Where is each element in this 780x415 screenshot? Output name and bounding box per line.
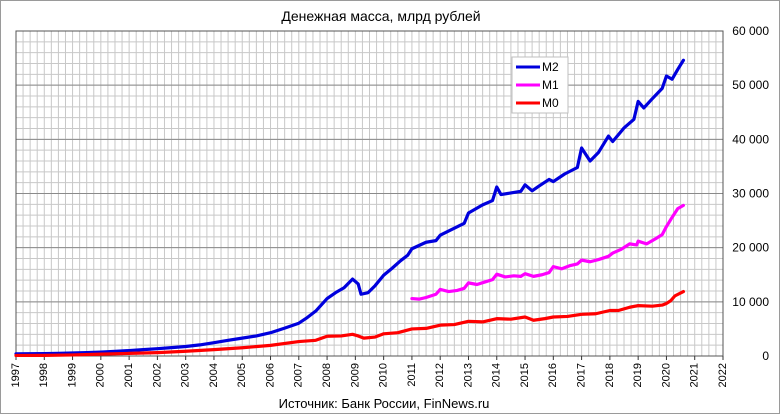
- x-tick-label: 2000: [95, 363, 107, 387]
- legend-label: М0: [542, 96, 559, 110]
- x-tick-label: 2003: [180, 363, 192, 387]
- legend: М2 М1 М0: [511, 56, 569, 114]
- series-line-м1: [410, 203, 686, 301]
- x-tick-label: 2019: [632, 363, 644, 387]
- x-tick-label: 2009: [349, 363, 361, 387]
- y-tick-label: 0: [762, 349, 769, 363]
- x-tick-label: 2021: [689, 363, 701, 387]
- chart-source: Источник: Банк России, FinNews.ru: [279, 396, 490, 411]
- x-tick-label: 2018: [604, 363, 616, 387]
- x-tick-label: 2012: [434, 363, 446, 387]
- plot-border: [15, 30, 724, 357]
- x-tick-label: 1999: [66, 363, 78, 387]
- x-tick-label: 2015: [519, 363, 531, 387]
- x-tick-label: 2005: [236, 363, 248, 387]
- chart-title: Денежная масса, млрд рублей: [281, 8, 480, 24]
- axes: 1997 1998 1999 2000 2001 2002 2003 2004 2005 2006…: [10, 24, 769, 387]
- legend-label: М1: [542, 78, 559, 92]
- x-tick-label: 2011: [406, 363, 418, 387]
- series-line-м0: [14, 289, 686, 358]
- x-tick-label: 2010: [378, 363, 390, 387]
- y-tick-label: 40 000: [732, 132, 769, 146]
- legend-label: М2: [542, 60, 559, 74]
- x-tick-label: 2022: [717, 363, 729, 387]
- grid: [15, 30, 724, 357]
- x-tick-label: 1997: [10, 363, 22, 387]
- y-tick-label: 30 000: [732, 187, 769, 201]
- y-tick-label: 50 000: [732, 78, 769, 92]
- x-tick-label: 2008: [321, 363, 333, 387]
- x-tick-label: 2004: [208, 363, 220, 387]
- x-tick-label: 2013: [462, 363, 474, 387]
- x-tick-label: 2020: [660, 363, 672, 387]
- x-tick-label: 2002: [151, 363, 163, 387]
- x-tick-label: 2017: [576, 363, 588, 387]
- x-tick-label: 2007: [293, 363, 305, 387]
- x-tick-label: 2016: [547, 363, 559, 387]
- y-tick-label: 20 000: [732, 241, 769, 255]
- series-line-м2: [14, 58, 686, 356]
- x-tick-label: 1998: [38, 363, 50, 387]
- x-tick-label: 2006: [264, 363, 276, 387]
- x-tick-label: 2001: [123, 363, 135, 387]
- x-tick-label: 2014: [491, 363, 503, 387]
- series-lines: [14, 58, 686, 358]
- y-tick-label: 10 000: [732, 295, 769, 309]
- y-tick-label: 60 000: [732, 24, 769, 38]
